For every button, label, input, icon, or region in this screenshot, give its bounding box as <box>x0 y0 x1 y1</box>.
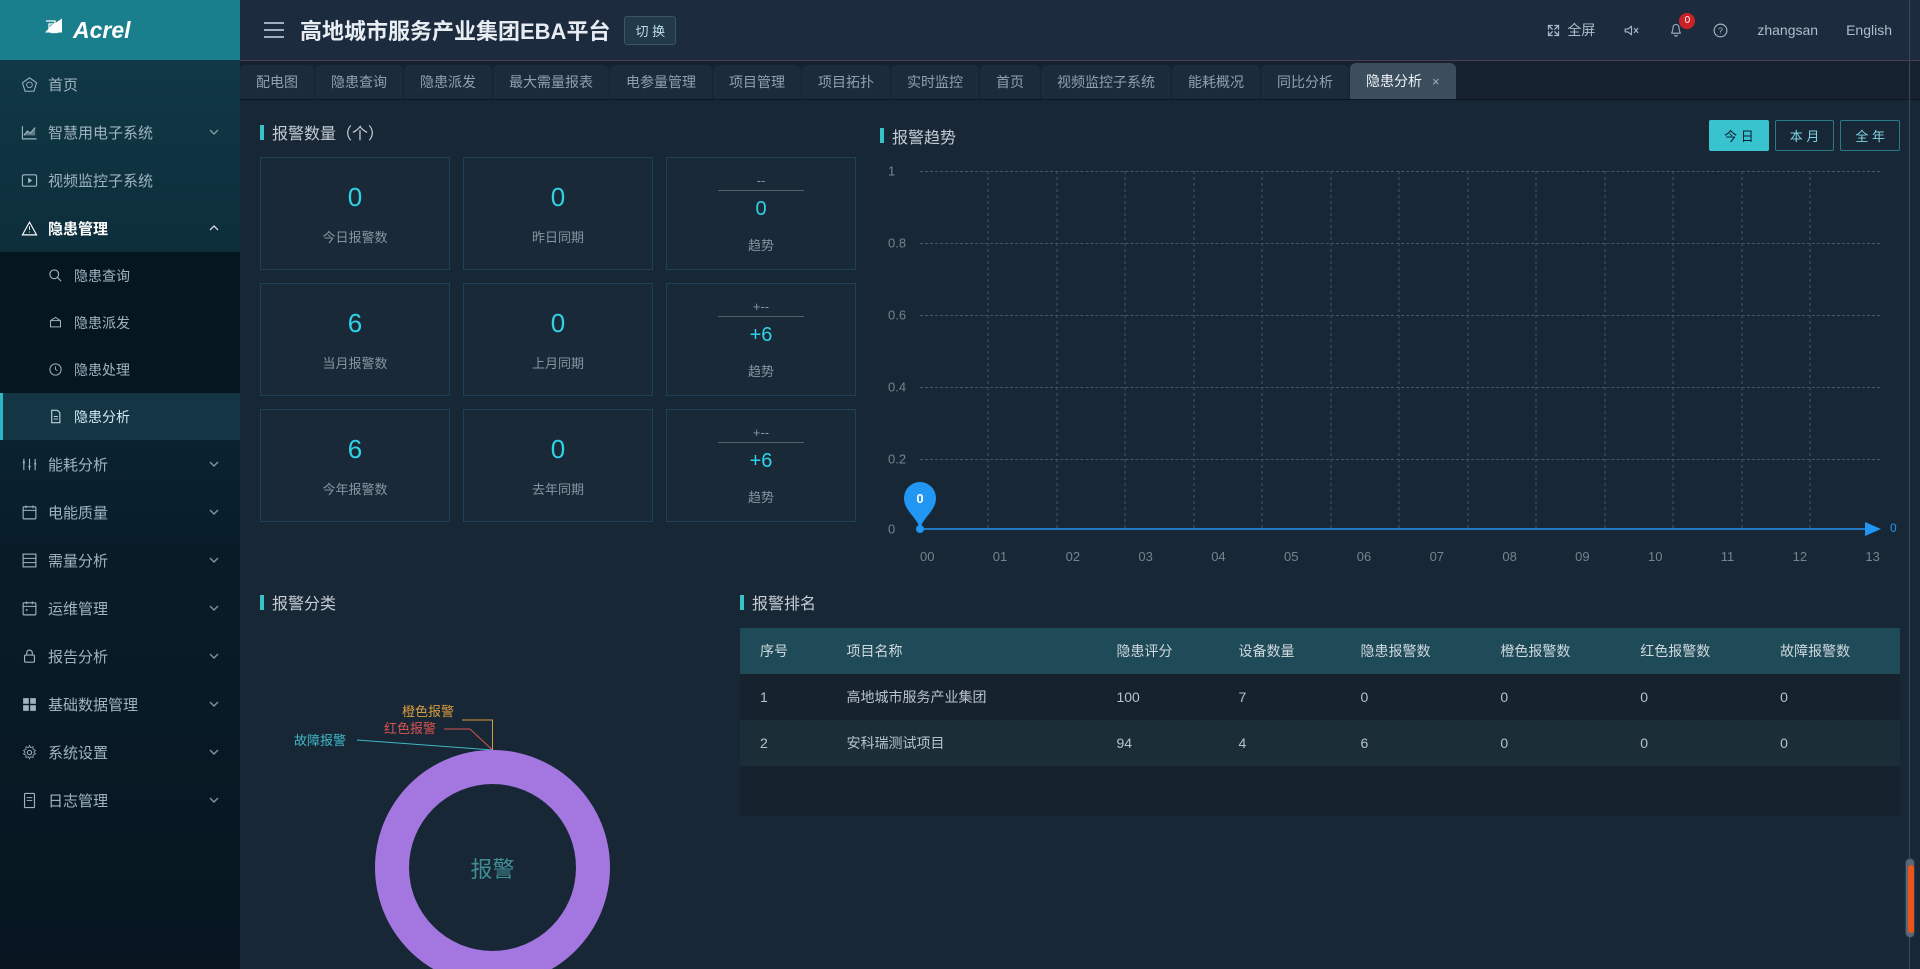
svg-text:红色报警: 红色报警 <box>384 721 436 736</box>
svg-text:?: ? <box>1718 25 1723 35</box>
svg-text:0: 0 <box>916 491 923 506</box>
svg-text:Acrel: Acrel <box>72 17 131 43</box>
svg-text:故障报警: 故障报警 <box>294 733 346 748</box>
svg-text:橙色报警: 橙色报警 <box>402 704 454 719</box>
